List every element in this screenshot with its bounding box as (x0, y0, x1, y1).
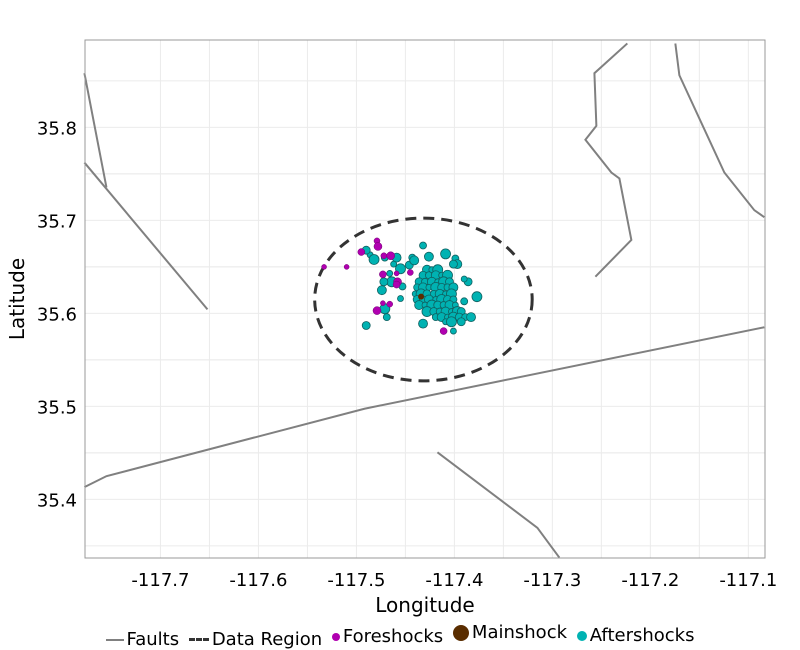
foreshock-point (392, 280, 401, 289)
x-axis-label: Longitude (375, 593, 474, 617)
legend: Faults Data Region Foreshocks Mainshock … (0, 622, 800, 650)
foreshock-point (372, 306, 382, 315)
legend-foreshocks: Foreshocks (331, 626, 444, 647)
y-tick-label: 35.8 (37, 118, 77, 139)
foreshock-point (380, 252, 388, 260)
aftershock-point (449, 259, 458, 269)
x-tick-label: -117.4 (425, 570, 483, 591)
aftershock-point (418, 318, 428, 329)
aftershock-point (440, 248, 451, 260)
y-tick-label: 35.5 (37, 397, 77, 418)
x-tick-label: -117.3 (523, 570, 581, 591)
aftershock-point (446, 316, 457, 328)
data-region-layer (313, 216, 534, 383)
fault-line (584, 42, 633, 278)
x-tick-label: -117.6 (229, 570, 287, 591)
faults-layer (83, 42, 765, 559)
dot-swatch-icon (331, 632, 340, 641)
y-tick-label: 35.4 (37, 490, 77, 511)
legend-mainshock: Mainshock (452, 622, 568, 643)
foreshock-point (439, 327, 448, 335)
legend-label: Mainshock (471, 622, 568, 643)
y-tick-label: 35.7 (37, 211, 77, 232)
dot-swatch-icon (576, 630, 587, 641)
aftershock-point (409, 255, 420, 266)
x-tick-label: -117.7 (131, 570, 189, 591)
foreshock-point (373, 242, 383, 251)
aftershock-point (386, 270, 394, 277)
aftershock-point (424, 251, 434, 262)
legend-aftershocks: Aftershocks (576, 625, 695, 646)
aftershock-point (419, 241, 427, 250)
aftershock-point (379, 277, 389, 287)
legend-data-region: Data Region (188, 628, 323, 650)
ticks: -117.7 -117.6 -117.5 -117.4 -117.3 -117.2 -117… (37, 118, 777, 591)
aftershock-point (460, 275, 468, 283)
x-tick-label: -117.5 (327, 570, 385, 591)
legend-label: Aftershocks (589, 625, 695, 646)
foreshock-point (343, 264, 350, 270)
aftershock-point (450, 327, 457, 335)
fault-line (674, 43, 765, 218)
x-tick-label: -117.2 (621, 570, 679, 591)
aftershock-point (382, 313, 391, 322)
fault-line (436, 451, 561, 559)
legend-label: Data Region (211, 628, 323, 650)
legend-label: Faults (126, 629, 180, 650)
legend-label: Foreshocks (342, 626, 444, 647)
fault-line (83, 326, 765, 489)
fault-line (83, 161, 209, 311)
x-tick-label: -117.1 (719, 570, 777, 591)
legend-faults: Faults (105, 629, 180, 650)
aftershock-point (397, 295, 404, 302)
aftershock-point (466, 312, 476, 323)
y-tick-label: 35.6 (37, 304, 77, 325)
dot-swatch-icon (452, 624, 469, 641)
aftershock-point (471, 291, 483, 303)
foreshock-point (393, 270, 400, 277)
data-region-ellipse (313, 216, 534, 383)
plot-frame (84, 39, 766, 559)
foreshock-point (386, 300, 393, 308)
dashed-swatch-icon (188, 637, 209, 641)
aftershock-point (368, 254, 380, 265)
foreshock-point (407, 269, 414, 276)
aftershock-point (390, 260, 398, 268)
foreshock-point (357, 248, 366, 256)
fault-line (83, 73, 108, 188)
foreshock-point (321, 264, 327, 270)
foreshock-point (386, 251, 395, 261)
y-axis-label: Latitude (5, 258, 29, 340)
foreshock-point (379, 270, 387, 279)
scatter-chart: -117.7 -117.6 -117.5 -117.4 -117.3 -117.2 -117… (5, 39, 777, 617)
mainshock-point (418, 293, 425, 300)
aftershock-point (456, 317, 466, 327)
aftershock-point (361, 321, 371, 330)
foreshock-point (380, 300, 386, 306)
points-layer (321, 237, 483, 335)
line-swatch-icon (105, 638, 124, 641)
aftershock-point (376, 285, 387, 296)
aftershock-point (460, 297, 469, 306)
